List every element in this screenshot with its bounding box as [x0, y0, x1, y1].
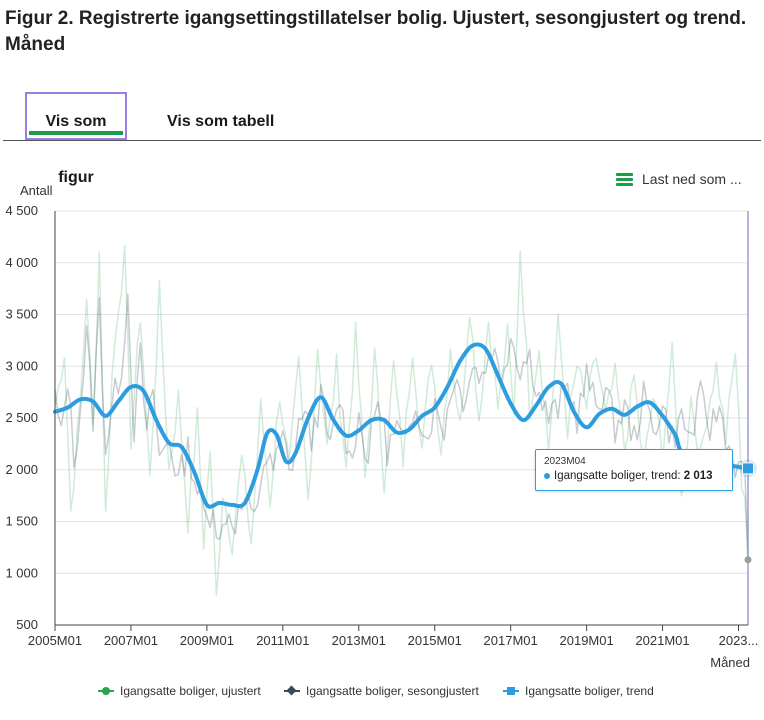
legend-label-sesongjustert: Igangsatte boliger, sesongjustert — [306, 684, 479, 698]
y-axis-title: Antall — [20, 183, 53, 198]
legend-item-ujustert[interactable]: Igangsatte boliger, ujustert — [98, 684, 261, 698]
view-tabs: Vis som figur Vis som tabell — [0, 92, 764, 186]
x-tick-label: 2005M01 — [28, 633, 82, 648]
legend-item-sesongjustert[interactable]: Igangsatte boliger, sesongjustert — [284, 684, 479, 698]
y-tick-label: 4 000 — [5, 255, 38, 270]
x-tick-label: 2013M01 — [332, 633, 386, 648]
ujustert-last-point — [744, 556, 752, 564]
chart-axes: 500 1 000 1 500 2 000 2 500 3 000 3 500 4 000 4 … — [5, 183, 758, 670]
active-tab-indicator — [29, 131, 123, 135]
line-chart: 500 1 000 1 500 2 000 2 500 3 000 3 500 4 000 4 … — [5, 183, 758, 670]
legend-diamond-icon — [284, 685, 300, 696]
legend-item-trend[interactable]: Igangsatte boliger, trend — [503, 684, 654, 698]
legend-square-icon — [503, 686, 519, 696]
figure-title: Figur 2. Registrerte igangsettingstillat… — [5, 8, 747, 55]
tab-tabell-label: Vis som tabell — [167, 113, 275, 130]
chart-series — [53, 211, 757, 625]
tooltip-series-name: Igangsatte boliger, trend — [554, 470, 678, 482]
tabs-divider — [3, 140, 761, 141]
y-tick-label: 3 500 — [5, 307, 38, 322]
tab-figur-label: Vis som figur — [45, 113, 107, 186]
y-tick-label: 4 500 — [5, 203, 38, 218]
series-sesongjustert-line — [54, 293, 749, 560]
tab-vis-som-tabell[interactable]: Vis som tabell — [167, 92, 274, 140]
x-tick-label: 2021M01 — [635, 633, 689, 648]
download-label: Last ned som ... — [642, 171, 742, 187]
x-axis-title: Måned — [710, 655, 750, 670]
tooltip-value: 2 013 — [683, 470, 713, 482]
tab-vis-som-figur[interactable]: Vis som figur — [25, 92, 127, 186]
trend-last-point — [742, 462, 754, 475]
x-tick-label: 2007M01 — [104, 633, 158, 648]
chart-legend: Igangsatte boliger, ujustert Igangsatte … — [0, 684, 764, 704]
x-tick-label: 2015M01 — [408, 633, 462, 648]
y-tick-label: 2 000 — [5, 462, 38, 477]
trend-tooltip: 2023M04 Igangsatte boliger, trend: 2 013 — [535, 449, 733, 491]
x-tick-label: 2009M01 — [180, 633, 234, 648]
legend-label-ujustert: Igangsatte boliger, ujustert — [120, 684, 261, 698]
y-tick-label: 1 500 — [5, 514, 38, 529]
series-trend-line — [53, 342, 750, 509]
chart-grid — [55, 210, 748, 626]
x-tick-label: 2011M01 — [256, 633, 309, 648]
download-menu-button[interactable]: Last ned som ... — [616, 169, 742, 189]
y-tick-label: 2 500 — [5, 410, 38, 425]
series-ujustert-line — [54, 245, 749, 596]
tooltip-period: 2023M04 — [544, 456, 586, 467]
y-tick-label: 3 000 — [5, 358, 38, 373]
tooltip-series-dot — [544, 472, 550, 479]
x-tick-label: 2017M01 — [484, 633, 538, 648]
legend-circle-icon — [98, 686, 114, 696]
tooltip-line: Igangsatte boliger, trend: 2 013 — [544, 468, 724, 485]
x-tick-label: 2019M01 — [560, 633, 614, 648]
x-tick-label: 2023... — [719, 633, 759, 648]
y-tick-label: 500 — [16, 617, 38, 632]
legend-label-trend: Igangsatte boliger, trend — [525, 684, 654, 698]
y-tick-label: 1 000 — [5, 565, 38, 580]
hamburger-menu-icon — [616, 172, 633, 186]
